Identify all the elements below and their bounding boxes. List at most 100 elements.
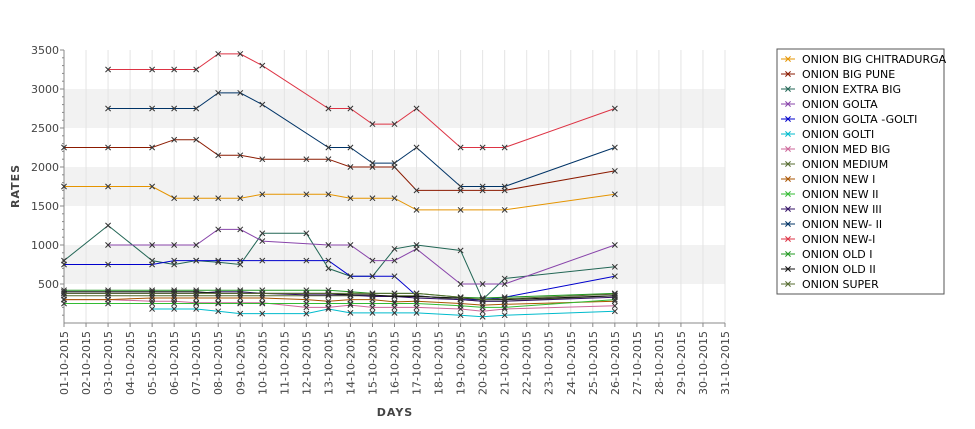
legend-swatch-marker	[785, 266, 791, 272]
legend-item: ONION NEW- II	[781, 218, 882, 231]
x-tick-label: 08-10-2015	[212, 331, 225, 395]
data-point-marker	[611, 242, 618, 248]
x-tick-label: 24-10-2015	[565, 331, 578, 395]
data-point-marker	[325, 298, 332, 305]
data-point-marker	[347, 195, 354, 202]
series-12	[105, 89, 618, 190]
legend-swatch-marker	[785, 86, 791, 92]
series-layer	[61, 50, 618, 320]
data-point-marker	[611, 191, 618, 198]
data-point-marker	[215, 226, 222, 233]
data-point-marker	[611, 291, 618, 298]
data-point-marker	[369, 300, 376, 307]
data-point-marker	[193, 195, 200, 202]
data-point-marker	[325, 265, 332, 272]
x-tick-label: 23-10-2015	[543, 331, 556, 395]
data-point-marker	[149, 144, 156, 151]
data-point-marker	[457, 206, 464, 213]
x-tick-label: 20-10-2015	[477, 331, 490, 395]
data-point-marker	[611, 105, 618, 112]
y-axis-title: RATES	[9, 164, 22, 208]
y-tick-label: 3000	[31, 83, 59, 96]
data-point-marker	[215, 257, 222, 264]
x-tick-label: 27-10-2015	[631, 331, 644, 395]
data-point-marker	[149, 306, 156, 312]
data-point-marker	[61, 300, 67, 307]
data-point-marker	[171, 105, 178, 112]
series-line	[64, 292, 615, 301]
legend-label: ONION NEW I	[802, 173, 875, 186]
data-point-marker	[149, 66, 156, 73]
data-point-marker	[303, 257, 310, 264]
data-point-marker	[457, 312, 464, 319]
legend-label: ONION EXTRA BIG	[802, 83, 901, 96]
data-point-marker	[325, 156, 332, 163]
data-point-marker	[259, 295, 266, 301]
legend-label: ONION GOLTA	[802, 98, 878, 111]
series-line	[64, 299, 615, 308]
legend-item: ONION MED BIG	[781, 143, 890, 156]
legend-label: ONION GOLTI	[802, 128, 874, 141]
y-tick-label: 500	[38, 278, 59, 291]
legend-item: ONION EXTRA BIG	[781, 83, 901, 96]
data-point-marker	[369, 273, 376, 280]
data-point-marker	[171, 306, 178, 312]
x-tick-label: 13-10-2015	[322, 331, 335, 395]
data-point-marker	[105, 144, 112, 151]
legend-item: ONION NEW III	[781, 203, 882, 216]
legend-label: ONION NEW II	[802, 188, 879, 201]
data-point-marker	[611, 263, 618, 270]
legend-swatch-marker	[785, 71, 791, 77]
x-tick-label: 25-10-2015	[587, 331, 600, 395]
legend-item: ONION NEW II	[781, 188, 879, 201]
series-line	[64, 299, 615, 312]
y-tick-label: 2500	[31, 122, 59, 135]
data-point-marker	[479, 144, 486, 151]
data-point-marker	[149, 183, 156, 190]
data-point-marker	[193, 295, 200, 301]
legend-item: ONION BIG CHITRADURGA	[781, 53, 947, 66]
data-point-marker	[479, 183, 486, 190]
data-point-marker	[347, 273, 354, 280]
data-point-marker	[457, 302, 464, 309]
data-point-marker	[303, 310, 310, 317]
data-point-marker	[237, 290, 244, 297]
data-point-marker	[303, 300, 310, 307]
data-point-marker	[215, 300, 222, 307]
y-tick-label: 3500	[31, 44, 59, 57]
data-point-marker	[215, 152, 222, 159]
data-point-marker	[171, 290, 178, 297]
data-point-marker	[325, 242, 332, 248]
data-point-marker	[391, 300, 398, 307]
data-point-marker	[193, 300, 200, 307]
data-point-marker	[193, 299, 200, 306]
x-tick-label: 16-10-2015	[389, 331, 402, 395]
legend-item: ONION SUPER	[781, 278, 879, 291]
axes	[60, 49, 726, 327]
data-point-marker	[347, 300, 354, 307]
legend-swatch-marker	[785, 206, 791, 212]
legend-label: ONION SUPER	[802, 278, 879, 291]
series-line	[152, 308, 615, 318]
data-point-marker	[303, 156, 310, 163]
data-point-marker	[215, 290, 222, 297]
data-point-marker	[259, 257, 266, 264]
data-point-marker	[391, 245, 398, 252]
data-point-marker	[105, 261, 112, 268]
data-point-marker	[237, 310, 244, 317]
data-point-marker	[193, 105, 200, 112]
data-point-marker	[347, 309, 354, 316]
data-point-marker	[457, 295, 464, 301]
legend-item: ONION GOLTA	[781, 98, 878, 111]
data-point-marker	[259, 299, 266, 306]
data-point-marker	[105, 105, 112, 112]
data-point-marker	[171, 242, 178, 248]
data-point-marker	[215, 299, 222, 306]
y-tick-label: 1000	[31, 239, 59, 252]
legend-item: ONION OLD II	[781, 263, 876, 276]
x-tick-label: 18-10-2015	[433, 331, 446, 395]
data-point-marker	[391, 309, 398, 316]
data-point-marker	[149, 290, 156, 297]
x-tick-label: 15-10-2015	[366, 331, 379, 395]
legend-swatch-marker	[785, 146, 791, 152]
